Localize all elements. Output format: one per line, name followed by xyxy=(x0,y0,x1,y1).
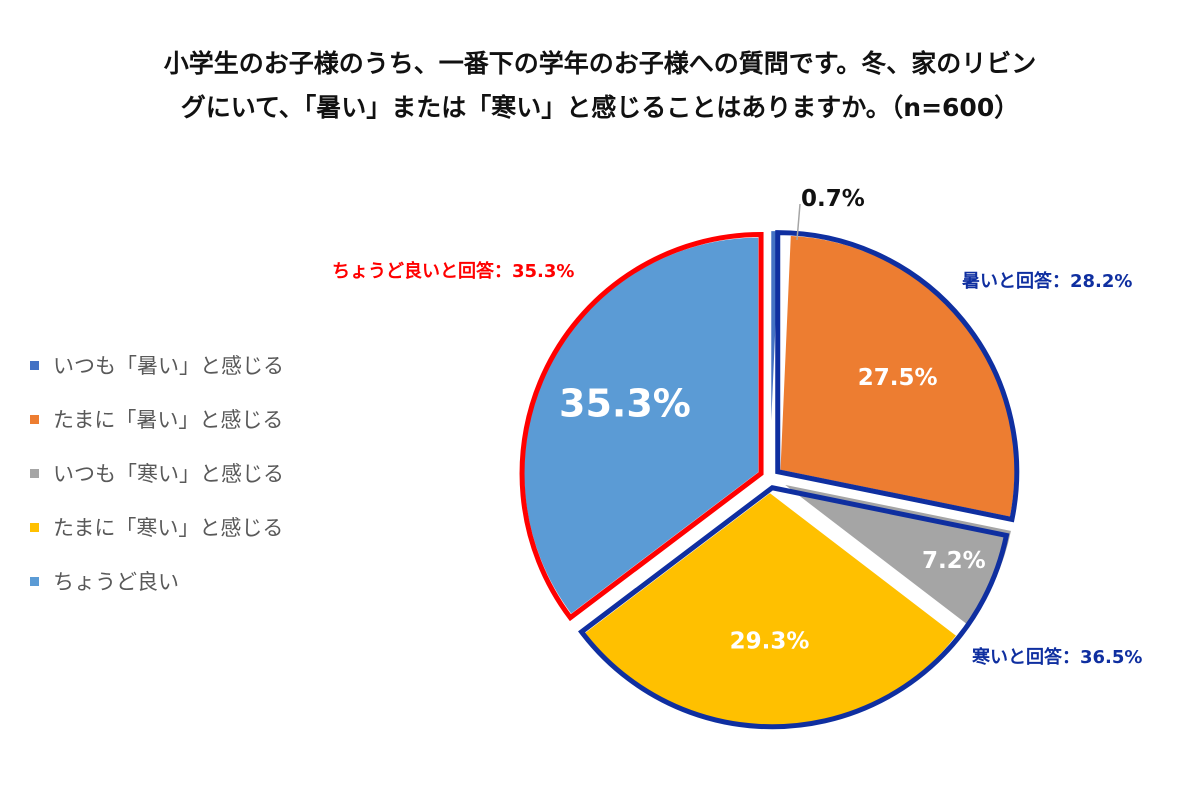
legend-swatch xyxy=(30,522,39,532)
outline-cold-group xyxy=(578,485,1010,730)
slice-value-label-sometimes-hot: 27.5% xyxy=(858,365,938,391)
legend-swatch xyxy=(30,468,39,478)
legend-item-always-hot: いつも「暑い」と感じる xyxy=(30,338,284,392)
legend-label: たまに「寒い」と感じる xyxy=(53,516,284,540)
outline-just-right-group xyxy=(519,232,764,622)
slice-value-label-just-right: 35.3% xyxy=(559,381,691,425)
legend-item-sometimes-hot: たまに「暑い」と感じる xyxy=(30,392,284,446)
slice-value-label-sometimes-cold: 29.3% xyxy=(730,628,810,654)
group-outlines xyxy=(519,230,1020,730)
group-label-hot: 暑いと回答：28.2% xyxy=(962,270,1132,292)
chart-title: 小学生のお子様のうち、一番下の学年のお子様への質問です。冬、家のリビン グにいて… xyxy=(0,42,1200,130)
chart-title-line-2: グにいて、「暑い」または「寒い」と感じることはありますか。（n=600） xyxy=(180,93,1020,122)
legend-label: たまに「暑い」と感じる xyxy=(53,408,284,432)
legend-item-always-cold: いつも「寒い」と感じる xyxy=(30,446,284,500)
legend-label: ちょうど良い xyxy=(53,570,179,594)
legend-item-just-right: ちょうど良い xyxy=(30,554,284,608)
chart-legend: いつも「暑い」と感じる たまに「暑い」と感じる いつも「寒い」と感じる たまに「… xyxy=(30,338,284,608)
slice-value-label-always-cold: 7.2% xyxy=(922,548,986,574)
legend-item-sometimes-cold: たまに「寒い」と感じる xyxy=(30,500,284,554)
legend-label: いつも「暑い」と感じる xyxy=(53,354,284,378)
group-label-just-right: ちょうど良いと回答：35.3% xyxy=(332,260,574,282)
small-slice-leader-line xyxy=(796,203,801,241)
group-label-cold: 寒いと回答：36.5% xyxy=(971,646,1142,668)
legend-swatch xyxy=(30,360,39,370)
slice-value-label-always-hot: 0.7% xyxy=(801,186,865,212)
legend-swatch xyxy=(30,576,39,586)
slice-labels: 0.7% 27.5% 7.2% 29.3% 35.3% xyxy=(559,186,986,654)
outline-hot-group xyxy=(775,230,1020,523)
legend-label: いつも「寒い」と感じる xyxy=(53,462,284,486)
legend-swatch xyxy=(30,414,39,424)
chart-title-line-1: 小学生のお子様のうち、一番下の学年のお子様への質問です。冬、家のリビン xyxy=(163,49,1037,78)
